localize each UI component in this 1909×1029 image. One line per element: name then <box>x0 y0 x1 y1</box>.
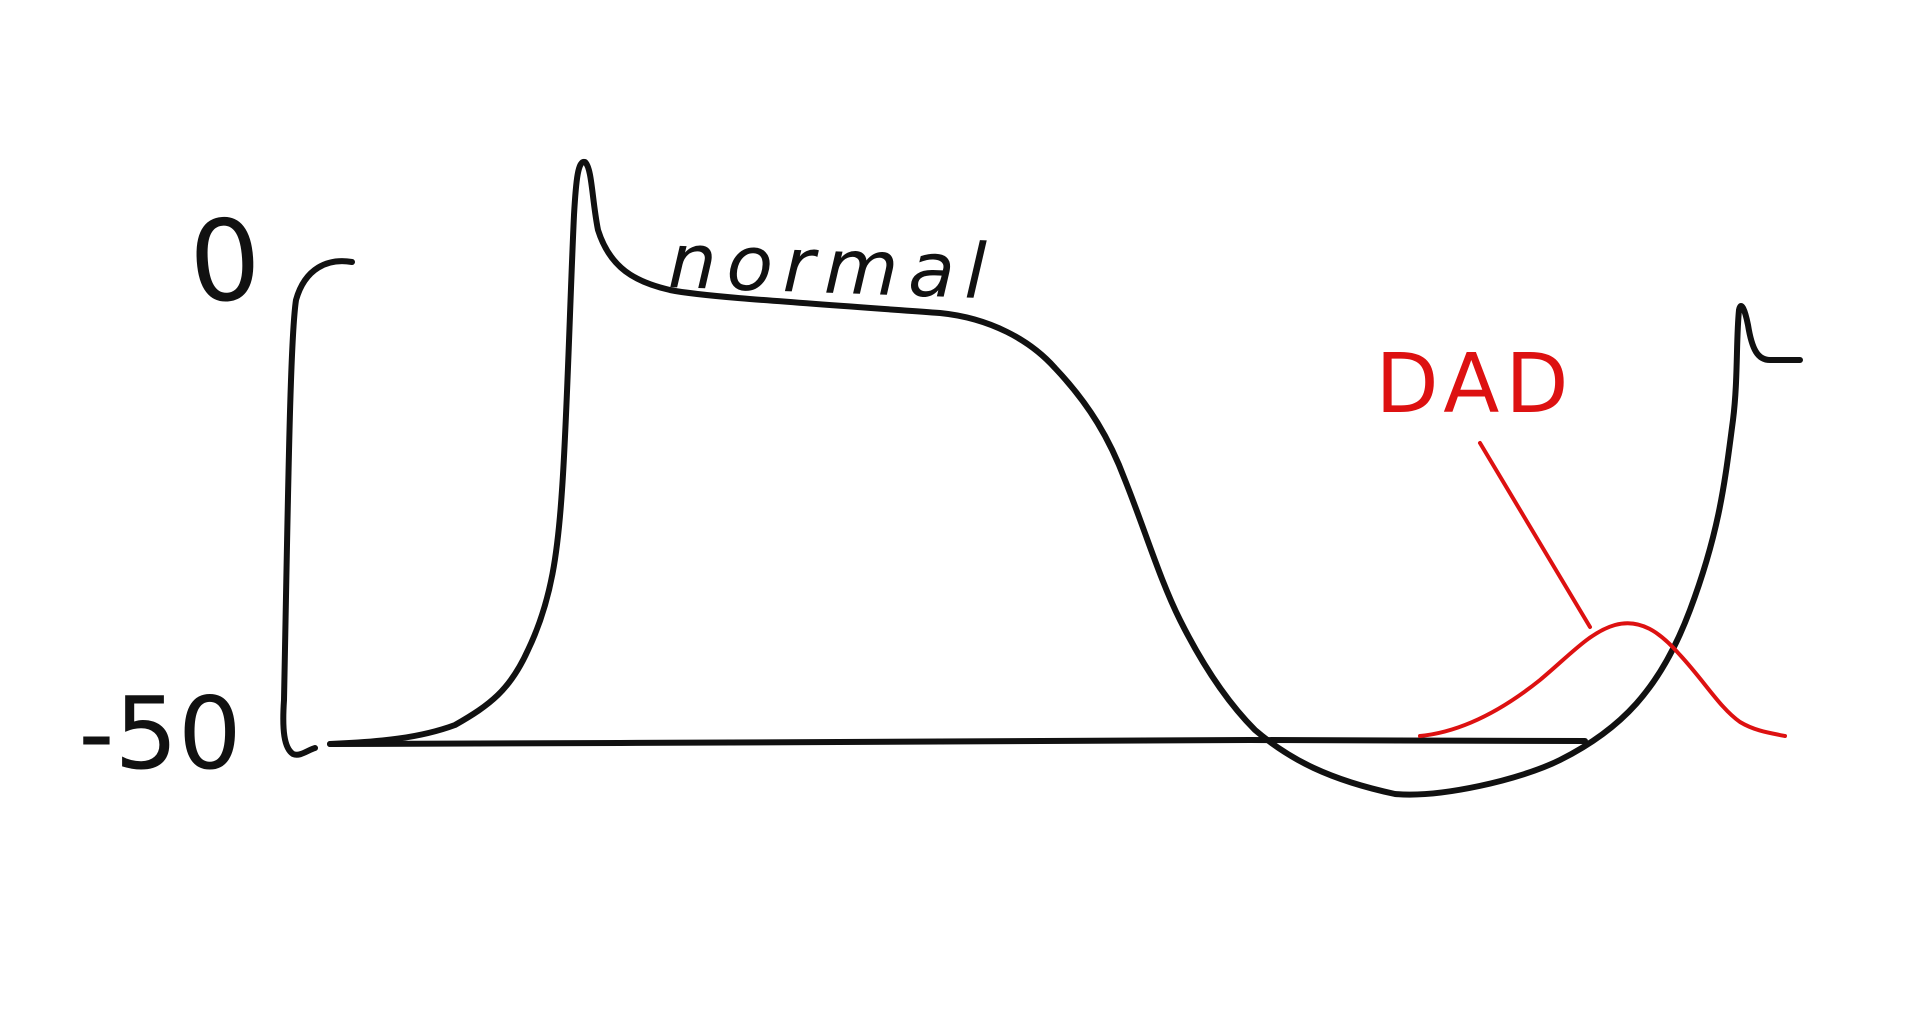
dad-curve <box>1418 621 1787 738</box>
dad-pointer-line <box>1478 441 1592 629</box>
normal-label: normal <box>667 216 998 316</box>
dad-label: DAD <box>1376 337 1575 432</box>
voltage-scale-bracket <box>280 258 355 758</box>
y-axis-label-bottom: -50 <box>78 675 241 792</box>
baseline-line <box>327 737 1588 747</box>
normal-action-potential-curve <box>327 159 1803 798</box>
y-axis-label-top: 0 <box>185 195 265 330</box>
